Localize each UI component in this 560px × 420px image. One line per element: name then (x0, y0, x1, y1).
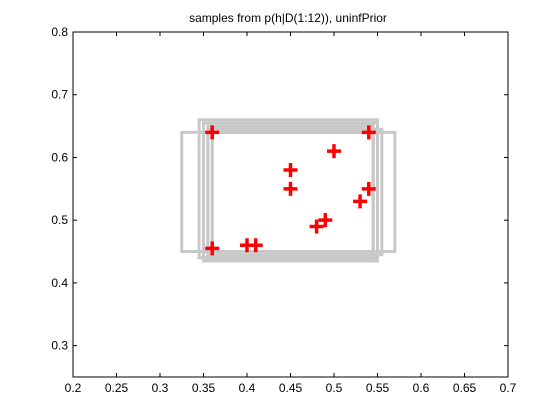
data-point (361, 125, 376, 140)
x-tick-label: 0.2 (65, 381, 82, 395)
data-point (205, 125, 220, 140)
data-point (205, 241, 220, 256)
data-point (309, 219, 324, 234)
data-point (283, 181, 298, 196)
y-tick-label: 0.6 (51, 150, 68, 164)
y-tick-label: 0.3 (51, 339, 68, 353)
hypothesis-rectangle (180, 130, 397, 254)
x-tick-label: 0.7 (500, 381, 517, 395)
data-point (361, 181, 376, 196)
y-tick-label: 0.4 (51, 276, 68, 290)
data-points (205, 125, 376, 256)
axes-frame (72, 31, 509, 378)
data-point (248, 238, 263, 253)
data-point (353, 194, 368, 209)
x-tick-label: 0.3 (152, 381, 169, 395)
y-axis: 0.3 0.4 0.5 0.6 0.7 0.8 (51, 25, 508, 353)
hypothesis-rectangle (206, 127, 384, 257)
x-tick-label: 0.55 (366, 381, 390, 395)
x-tick-label: 0.4 (239, 381, 256, 395)
chart-title: samples from p(h|D(1:12)), uninfPrior (189, 11, 387, 25)
x-tick-label: 0.45 (279, 381, 303, 395)
x-tick-label: 0.65 (453, 381, 477, 395)
y-tick-label: 0.8 (51, 25, 68, 39)
x-tick-label: 0.5 (326, 381, 343, 395)
hypothesis-rectangle (210, 130, 379, 254)
y-tick-label: 0.7 (51, 88, 68, 102)
data-point (327, 144, 341, 159)
x-axis: 0.2 0.25 0.3 0.35 0.4 0.45 0.5 0.55 0.6 0.65 0.7 (65, 32, 517, 395)
data-point (318, 213, 333, 228)
x-tick-label: 0.35 (192, 381, 216, 395)
x-tick-label: 0.6 (413, 381, 430, 395)
y-tick-label: 0.5 (51, 213, 68, 227)
x-tick-label: 0.25 (105, 381, 129, 395)
data-point (283, 163, 298, 177)
